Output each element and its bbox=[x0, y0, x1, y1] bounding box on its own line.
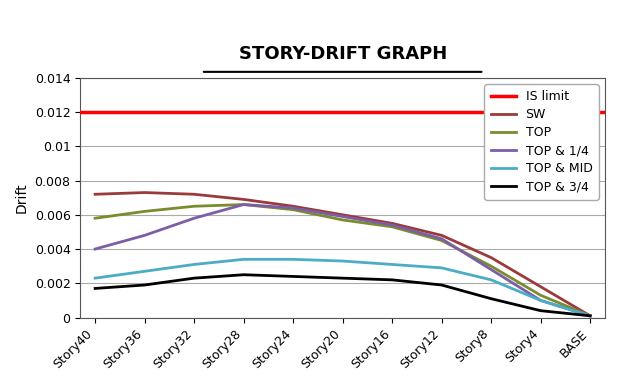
SW bbox=[537, 284, 544, 289]
TOP & 3/4 bbox=[587, 313, 594, 318]
TOP bbox=[290, 207, 297, 212]
SW bbox=[587, 313, 594, 318]
SW bbox=[487, 255, 495, 260]
TOP bbox=[587, 313, 594, 318]
SW bbox=[91, 192, 99, 196]
TOP & 1/4 bbox=[141, 233, 148, 238]
TOP bbox=[487, 264, 495, 269]
Line: TOP & 1/4: TOP & 1/4 bbox=[95, 205, 590, 316]
TOP & MID bbox=[240, 257, 247, 262]
TOP & 1/4 bbox=[190, 216, 198, 220]
Line: TOP & MID: TOP & MID bbox=[95, 259, 590, 316]
TOP & 3/4 bbox=[438, 283, 445, 287]
SW bbox=[290, 204, 297, 208]
TOP & 3/4 bbox=[190, 276, 198, 281]
TOP & 1/4 bbox=[388, 223, 396, 227]
TOP & 3/4 bbox=[290, 274, 297, 279]
TOP bbox=[190, 204, 198, 208]
TOP & 3/4 bbox=[388, 278, 396, 282]
Legend: IS limit, SW, TOP, TOP & 1/4, TOP & MID, TOP & 3/4: IS limit, SW, TOP, TOP & 1/4, TOP & MID,… bbox=[484, 84, 599, 200]
SW bbox=[141, 190, 148, 195]
Line: TOP: TOP bbox=[95, 205, 590, 316]
SW bbox=[438, 233, 445, 238]
IS limit bbox=[91, 110, 99, 114]
Y-axis label: Drift: Drift bbox=[15, 182, 29, 213]
TOP & 3/4 bbox=[141, 283, 148, 287]
TOP & 1/4 bbox=[537, 298, 544, 303]
IS limit bbox=[141, 110, 148, 114]
TOP bbox=[339, 218, 347, 222]
TOP bbox=[388, 225, 396, 229]
TOP & 3/4 bbox=[339, 276, 347, 281]
TOP & MID bbox=[388, 262, 396, 267]
TOP bbox=[240, 202, 247, 207]
TOP & MID bbox=[141, 269, 148, 274]
SW bbox=[240, 197, 247, 202]
TOP & 3/4 bbox=[91, 286, 99, 291]
TOP & 3/4 bbox=[487, 296, 495, 301]
TOP & MID bbox=[290, 257, 297, 262]
TOP & 1/4 bbox=[240, 202, 247, 207]
TOP bbox=[537, 293, 544, 298]
TOP & 1/4 bbox=[438, 237, 445, 241]
Text: STORY-DRIFT GRAPH: STORY-DRIFT GRAPH bbox=[239, 46, 447, 63]
SW bbox=[339, 212, 347, 217]
Line: SW: SW bbox=[95, 193, 590, 316]
SW bbox=[190, 192, 198, 196]
TOP & MID bbox=[190, 262, 198, 267]
TOP & MID bbox=[438, 266, 445, 270]
TOP & MID bbox=[91, 276, 99, 281]
TOP & MID bbox=[339, 259, 347, 263]
TOP bbox=[141, 209, 148, 214]
TOP & 3/4 bbox=[240, 273, 247, 277]
SW bbox=[388, 221, 396, 226]
Line: TOP & 3/4: TOP & 3/4 bbox=[95, 275, 590, 316]
TOP bbox=[91, 216, 99, 220]
TOP & 1/4 bbox=[91, 247, 99, 251]
TOP & 1/4 bbox=[487, 267, 495, 272]
TOP & 3/4 bbox=[537, 308, 544, 313]
TOP bbox=[438, 238, 445, 243]
TOP & 1/4 bbox=[290, 206, 297, 210]
TOP & 1/4 bbox=[339, 214, 347, 219]
TOP & MID bbox=[587, 313, 594, 318]
TOP & 1/4 bbox=[587, 313, 594, 318]
TOP & MID bbox=[487, 278, 495, 282]
TOP & MID bbox=[537, 298, 544, 303]
